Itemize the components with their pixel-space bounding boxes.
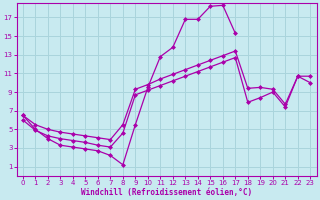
X-axis label: Windchill (Refroidissement éolien,°C): Windchill (Refroidissement éolien,°C) <box>81 188 252 197</box>
